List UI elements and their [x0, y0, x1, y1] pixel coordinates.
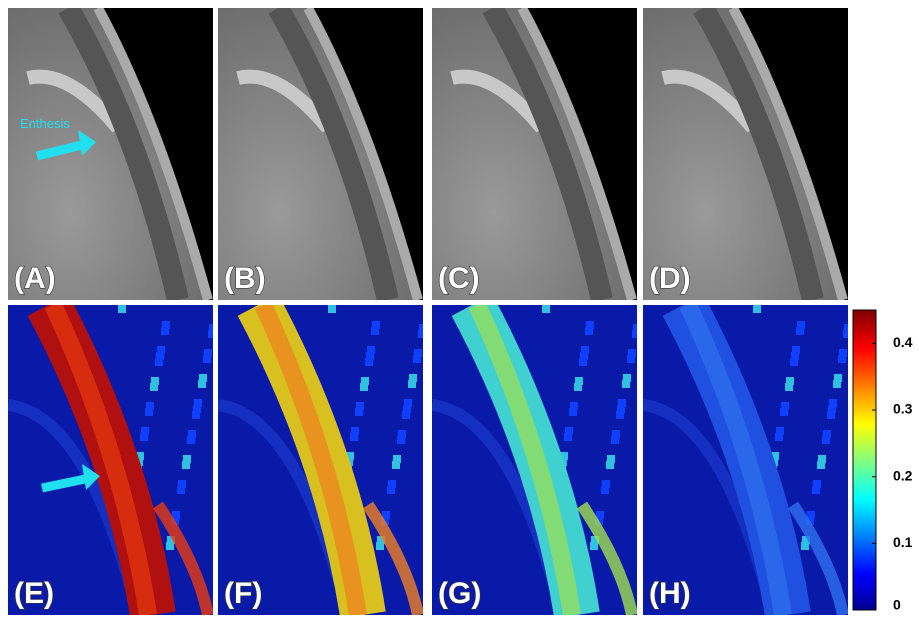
noise: [188, 430, 196, 438]
panel-label: (G): [438, 577, 481, 610]
noise: [618, 399, 626, 407]
noise: [633, 324, 641, 332]
noise: [351, 427, 359, 435]
tick-label: 0.4: [893, 334, 913, 350]
noise: [797, 321, 805, 329]
noise: [776, 427, 784, 435]
noise: [586, 321, 594, 329]
noise: [404, 399, 412, 407]
noise: [409, 374, 417, 382]
noise: [118, 305, 126, 313]
noise: [623, 374, 631, 382]
image-panel: (H): [643, 305, 852, 615]
image-panel: (B): [218, 8, 423, 300]
annotation: Enthesis: [20, 116, 70, 131]
image: [643, 8, 848, 300]
image: [643, 305, 852, 615]
tick-label: 0.1: [893, 534, 913, 550]
noise: [786, 377, 794, 385]
image: [8, 305, 217, 615]
noise: [178, 480, 186, 488]
noise: [628, 349, 636, 357]
noise: [419, 324, 427, 332]
noise: [162, 321, 170, 329]
noise: [792, 346, 800, 354]
panel-label: (F): [224, 577, 262, 610]
noise: [581, 346, 589, 354]
colorbar: [853, 310, 876, 610]
noise: [194, 399, 202, 407]
panel-label: (D): [649, 262, 691, 295]
noise: [839, 349, 847, 357]
panel-label: (H): [649, 577, 691, 610]
noise: [367, 346, 375, 354]
noise: [356, 402, 364, 410]
panel-label: (E): [14, 577, 54, 610]
noise: [844, 324, 852, 332]
noise: [414, 349, 422, 357]
noise: [361, 377, 369, 385]
noise: [818, 455, 826, 463]
noise: [823, 430, 831, 438]
image: [432, 305, 641, 615]
noise: [753, 305, 761, 313]
image-panel: (F): [218, 305, 427, 615]
noise: [781, 402, 789, 410]
panel-label: (A): [14, 262, 56, 295]
image-panel: (E): [8, 305, 217, 615]
noise: [393, 455, 401, 463]
image: [218, 305, 427, 615]
tick-label: 0.3: [893, 401, 913, 417]
figure: (A) (B) (C) (D) (E) (F) (G) (H) Enthesis 0 0.1 0.2 0…: [0, 0, 919, 619]
noise: [829, 399, 837, 407]
noise: [157, 346, 165, 354]
noise: [209, 324, 217, 332]
noise: [146, 402, 154, 410]
panel-label: (C): [438, 262, 480, 295]
noise: [141, 427, 149, 435]
noise: [151, 377, 159, 385]
image-panel: (G): [432, 305, 641, 615]
noise: [372, 321, 380, 329]
noise: [183, 455, 191, 463]
noise: [834, 374, 842, 382]
noise: [607, 455, 615, 463]
noise: [199, 374, 207, 382]
noise: [612, 430, 620, 438]
noise: [565, 427, 573, 435]
panel-label: (B): [224, 262, 266, 295]
noise: [570, 402, 578, 410]
noise: [542, 305, 550, 313]
tick-label: 0.2: [893, 467, 913, 483]
tick-label: 0: [893, 597, 901, 613]
image: [432, 8, 637, 300]
image-panel: (D): [643, 8, 848, 300]
noise: [813, 480, 821, 488]
noise: [328, 305, 336, 313]
noise: [388, 480, 396, 488]
noise: [602, 480, 610, 488]
image: [218, 8, 423, 300]
noise: [204, 349, 212, 357]
image-panel: (C): [432, 8, 637, 300]
noise: [575, 377, 583, 385]
noise: [398, 430, 406, 438]
